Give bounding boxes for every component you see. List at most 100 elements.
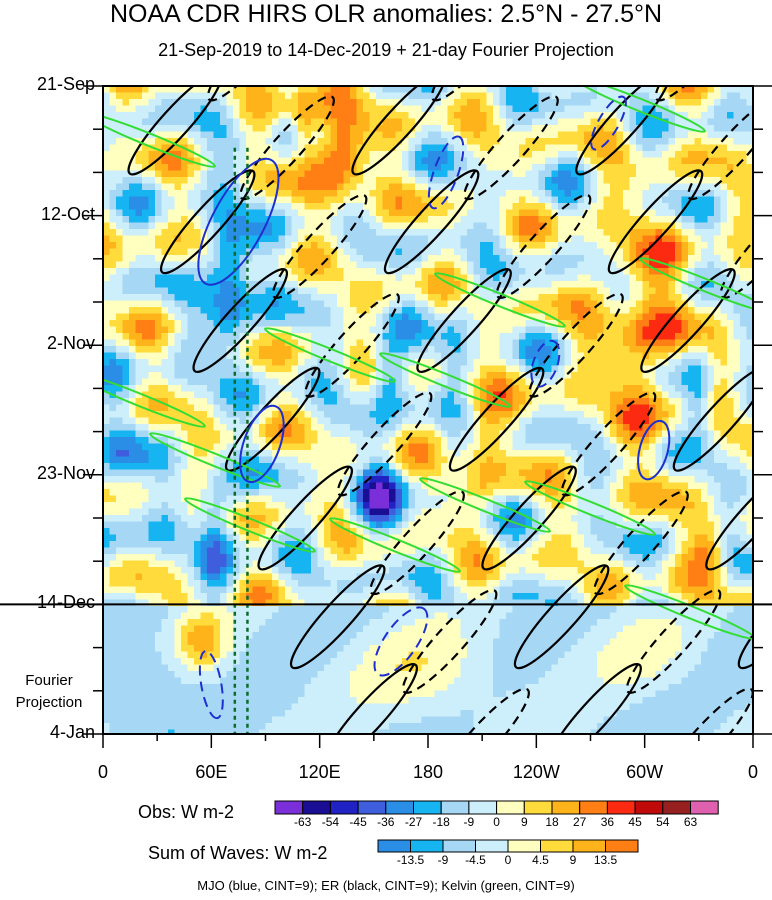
heatmap-cell [571,313,578,321]
heatmap-cell [220,333,227,340]
heatmap-cell [746,287,754,295]
heatmap-cell [122,339,130,347]
heatmap-cell [623,157,630,165]
heatmap-cell [408,346,416,353]
heatmap-cell [174,372,182,379]
heatmap-cell [545,196,552,204]
heatmap-cell [584,365,591,373]
heatmap-cell [486,359,494,366]
heatmap-cell [408,242,416,249]
heatmap-cell [668,287,676,295]
heatmap-cell [148,248,156,256]
heatmap-cell [506,138,513,145]
heatmap-cell [161,359,169,366]
heatmap-cell [148,352,156,360]
heatmap-cell [278,118,286,126]
heatmap-cell [103,190,110,197]
heatmap-cell [285,164,292,171]
heatmap-cell [675,144,682,152]
heatmap-cell [148,190,156,197]
heatmap-cell [109,365,117,373]
heatmap-cell [532,157,539,165]
heatmap-cell [577,216,585,223]
heatmap-cell [109,300,117,308]
heatmap-cell [473,229,481,236]
heatmap-cell [278,352,286,360]
heatmap-cell [610,391,617,399]
heatmap-cell [122,86,130,93]
heatmap-cell [220,151,227,158]
heatmap-cell [668,365,676,373]
heatmap-cell [441,131,448,139]
heatmap-cell [629,300,637,308]
heatmap-cell [421,274,429,282]
heatmap-cell [259,398,266,405]
heatmap-cell [538,190,546,197]
heatmap-cell [103,118,110,126]
heatmap-cell [486,177,494,184]
heatmap-cell [454,372,461,379]
heatmap-cell [623,92,630,100]
heatmap-cell [181,320,188,327]
heatmap-cell [447,248,455,256]
heatmap-cell [733,281,741,288]
heatmap-cell [610,287,617,295]
heatmap-cell [707,144,715,152]
heatmap-cell [408,255,416,262]
heatmap-cell [285,398,292,405]
heatmap-cell [415,216,422,223]
heatmap-cell [330,398,338,405]
heatmap-cell [733,391,741,399]
heatmap-cell [454,105,461,113]
heatmap-cell [252,339,260,347]
heatmap-cell [187,281,195,288]
heatmap-cell [675,183,682,191]
heatmap-cell [610,183,617,191]
heatmap-cell [343,339,351,347]
heatmap-cell [129,346,136,353]
heatmap-cell [155,125,162,132]
heatmap-cell [285,391,292,399]
heatmap-cell [142,320,149,327]
heatmap-cell [421,391,429,399]
heatmap-cell [512,125,520,132]
heatmap-cell [727,287,734,295]
heatmap-cell [220,99,227,106]
heatmap-cell [187,190,195,197]
heatmap-cell [285,105,292,113]
heatmap-cell [740,313,747,321]
heatmap-cell [688,274,695,282]
heatmap-cell [525,183,533,191]
heatmap-cell [467,112,474,119]
heatmap-cell [324,268,331,275]
heatmap-cell [649,274,656,282]
heatmap-cell [480,235,487,243]
heatmap-cell [590,352,598,360]
heatmap-cell [629,313,637,321]
heatmap-cell [330,242,338,249]
heatmap-cell [733,229,741,236]
heatmap-cell [304,300,312,308]
heatmap-cell [746,131,754,139]
heatmap-cell [200,274,208,282]
heatmap-cell [129,274,136,282]
heatmap-cell [252,151,260,158]
heatmap-cell [161,203,169,210]
heatmap-cell [512,235,520,243]
heatmap-cell [259,326,266,334]
heatmap-cell [272,112,279,119]
heatmap-cell [662,287,669,295]
heatmap-cell [142,229,149,236]
heatmap-cell [155,333,162,340]
heatmap-cell [480,320,487,327]
heatmap-cell [103,294,110,301]
heatmap-cell [103,203,110,210]
heatmap-cell [499,378,507,386]
heatmap-cell [187,385,195,392]
heatmap-cell [668,255,676,262]
heatmap-cell [408,378,416,386]
heatmap-cell [701,99,708,106]
heatmap-cell [395,404,403,412]
heatmap-cell [194,391,201,399]
heatmap-cell [343,138,351,145]
